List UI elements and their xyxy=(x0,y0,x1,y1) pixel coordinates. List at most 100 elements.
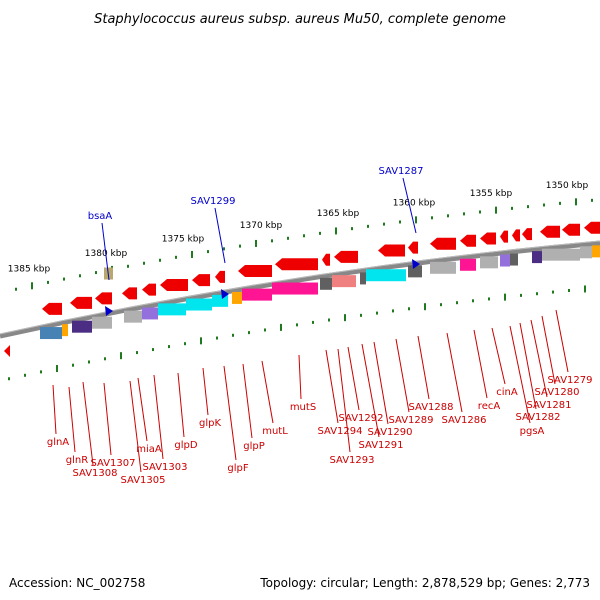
lower-tick xyxy=(152,348,154,352)
bottom-callout-line xyxy=(509,325,531,424)
bottom-gene-label: SAV1291 xyxy=(358,440,403,451)
scale-tick xyxy=(415,216,417,224)
scale-tick xyxy=(559,201,561,205)
callout-lines xyxy=(52,177,569,473)
scale-tick xyxy=(47,280,49,284)
scale-tick xyxy=(495,206,497,214)
top-callout-line xyxy=(402,177,417,234)
scale-tick xyxy=(15,287,17,291)
bottom-gene-label: SAV1288 xyxy=(408,402,453,413)
top-callout-marker xyxy=(221,289,229,299)
lower-tick xyxy=(296,323,298,327)
bottom-callout-line xyxy=(202,367,209,416)
scale-tick xyxy=(127,264,129,268)
bottom-gene-label: SAV1279 xyxy=(547,375,592,386)
bottom-gene-label: glpD xyxy=(174,440,197,451)
bottom-gene-label: glpF xyxy=(227,463,248,474)
gene-arrow xyxy=(322,253,330,266)
scale-label: 1365 kbp xyxy=(317,209,360,219)
scale-label: 1350 kbp xyxy=(546,181,589,191)
gene-arrow xyxy=(512,229,520,242)
gene-arrow xyxy=(378,244,405,257)
lower-tick xyxy=(280,323,282,331)
lower-tick xyxy=(472,299,474,303)
bottom-gene-label: SAV1281 xyxy=(526,400,571,411)
bottom-callout-line xyxy=(137,377,148,442)
gene-block xyxy=(92,316,112,329)
bottom-gene-label: miaA xyxy=(136,444,162,455)
bottom-gene-label: glnR xyxy=(66,455,88,466)
bottom-callout-line xyxy=(223,365,237,461)
lower-tick xyxy=(376,311,378,315)
gene-arrow xyxy=(460,234,476,247)
gene-block xyxy=(62,324,68,337)
gene-arrow xyxy=(70,296,92,309)
bottom-callout-line xyxy=(395,338,410,413)
top-labels: bsaA SAV1299 SAV1287 xyxy=(88,166,424,222)
bottom-callout-line xyxy=(177,372,185,438)
gene-block xyxy=(366,269,406,282)
scale-tick xyxy=(159,258,161,262)
gene-block xyxy=(592,245,600,258)
scale-label: 1355 kbp xyxy=(470,189,513,199)
lower-tick xyxy=(8,377,10,381)
bottom-callout-line xyxy=(261,360,274,424)
gene-arrow xyxy=(408,241,418,254)
lower-tick xyxy=(440,303,442,307)
gene-arrow xyxy=(238,264,272,277)
lower-tick xyxy=(408,307,410,311)
scale-tick xyxy=(95,271,97,275)
top-callout-marker xyxy=(105,306,113,316)
bottom-callout-line xyxy=(129,380,142,473)
gene-arrow xyxy=(95,292,112,305)
gene-arrow xyxy=(540,225,560,238)
bottom-gene-label: SAV1286 xyxy=(441,415,486,426)
scale-tick xyxy=(303,234,305,238)
bottom-callout-line xyxy=(446,332,463,413)
lower-tick xyxy=(104,357,106,361)
bottom-gene-label: mutS xyxy=(290,402,316,413)
lower-tick xyxy=(24,373,26,377)
topology-text: Topology: circular; Length: 2,878,529 bp… xyxy=(259,576,590,590)
gene-block xyxy=(542,248,580,261)
scale-tick xyxy=(431,216,433,220)
scale-tick xyxy=(383,222,385,226)
bottom-callout-line xyxy=(541,315,556,385)
gene-arrow xyxy=(584,221,600,234)
lower-tick xyxy=(184,342,186,346)
bottom-gene-label: SAV1290 xyxy=(367,427,412,438)
lower-tick xyxy=(456,301,458,305)
scale-label: 1385 kbp xyxy=(8,265,51,275)
bottom-callout-line xyxy=(519,322,537,410)
genome-backbone xyxy=(0,240,600,339)
gene-block xyxy=(460,258,476,271)
bottom-gene-label: glnA xyxy=(47,437,69,448)
accession-text: Accession: NC_002758 xyxy=(9,576,145,590)
lower-tick xyxy=(424,303,426,311)
scale-tick xyxy=(191,250,193,258)
bottom-callout-line xyxy=(530,319,548,398)
bottom-callout-line xyxy=(347,346,360,411)
gene-block xyxy=(480,256,498,269)
scale-tick xyxy=(399,220,401,224)
scale-tick xyxy=(591,198,593,202)
scale-tick xyxy=(479,210,481,214)
scale-tick xyxy=(463,212,465,216)
bottom-gene-label: glpP xyxy=(243,441,265,452)
bottom-gene-label: glpK xyxy=(199,418,221,429)
scale-tick xyxy=(207,250,209,254)
scale-tick xyxy=(543,203,545,207)
gene-block xyxy=(320,277,332,290)
bottom-gene-label: SAV1282 xyxy=(515,412,560,423)
gene-arrow xyxy=(122,287,137,300)
bottom-gene-label: SAV1307 xyxy=(90,458,135,469)
gene-block xyxy=(242,288,272,301)
lower-tick xyxy=(232,333,234,337)
bottom-gene-label: SAV1303 xyxy=(142,462,187,473)
scale-label: 1375 kbp xyxy=(162,234,205,244)
lower-tick xyxy=(504,293,506,301)
bottom-callout-line xyxy=(68,386,76,453)
bottom-gene-label: SAV1293 xyxy=(329,455,374,466)
genome-title: Staphylococcus aureus subsp. aureus Mu50… xyxy=(94,12,506,27)
